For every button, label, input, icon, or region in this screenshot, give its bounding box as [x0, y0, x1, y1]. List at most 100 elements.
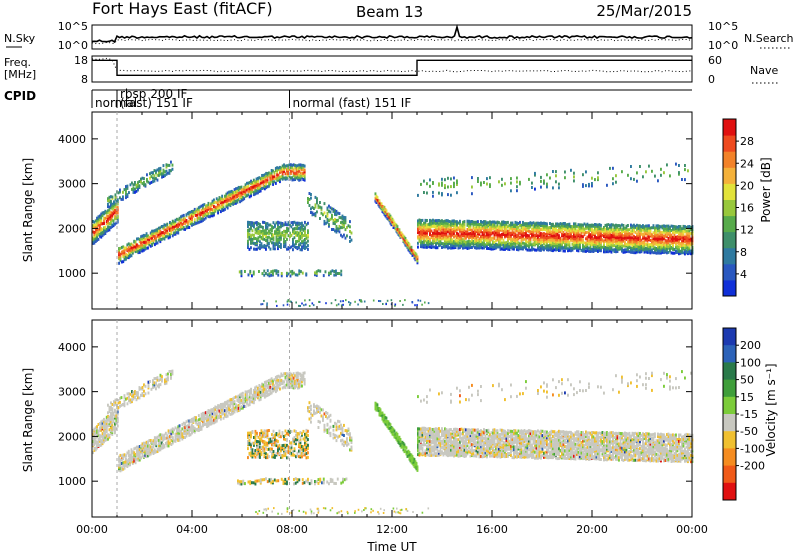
data-cell: [92, 224, 94, 228]
data-cell: [110, 195, 112, 199]
data-cell: [639, 224, 641, 228]
data-cell: [108, 213, 111, 217]
data-cell: [529, 242, 532, 246]
data-cell: [153, 438, 156, 442]
data-cell: [540, 246, 542, 250]
data-cell: [303, 164, 306, 168]
data-cell: [294, 166, 296, 170]
data-cell: [230, 410, 233, 414]
data-cell: [122, 463, 125, 467]
ground-scatter-cell: [421, 303, 423, 306]
data-cell: [307, 201, 309, 204]
data-cell: [111, 411, 114, 415]
data-cell: [151, 229, 153, 233]
data-cell: [93, 439, 96, 443]
data-cell: [550, 234, 553, 238]
data-cell: [489, 240, 491, 244]
data-cell: [531, 232, 533, 236]
data-cell: [299, 232, 302, 235]
data-cell: [230, 197, 233, 201]
data-cell: [544, 224, 547, 228]
data-cell: [256, 231, 258, 235]
data-cell: [483, 244, 485, 248]
data-cell: [615, 236, 617, 240]
data-cell: [211, 208, 214, 212]
data-cell: [627, 232, 629, 236]
data-cell: [453, 242, 455, 246]
data-cell: [538, 248, 541, 252]
data-cell: [174, 438, 177, 442]
ground-scatter-cell: [417, 299, 419, 302]
data-cell: [213, 411, 215, 414]
data-cell: [92, 240, 94, 244]
data-cell: [537, 226, 539, 229]
data-cell: [145, 234, 148, 238]
data-cell: [639, 242, 641, 246]
data-cell: [588, 223, 590, 227]
data-cell: [331, 207, 333, 211]
data-cell: [514, 220, 517, 224]
data-cell: [639, 236, 641, 240]
data-cell: [564, 233, 566, 237]
data-cell: [104, 421, 107, 425]
data-cell: [247, 231, 249, 235]
data-cell: [226, 405, 229, 409]
data-cell: [597, 176, 599, 180]
data-cell: [222, 412, 225, 416]
data-cell: [486, 231, 488, 234]
data-cell: [232, 411, 235, 415]
data-cell: [483, 181, 485, 184]
data-cell: [580, 231, 583, 235]
data-cell: [125, 454, 127, 458]
data-cell: [134, 453, 137, 456]
data-cell: [178, 216, 181, 220]
data-cell: [586, 245, 589, 249]
data-cell: [256, 243, 258, 247]
data-cell: [610, 230, 613, 234]
data-cell: [555, 244, 557, 248]
data-cell: [462, 228, 464, 232]
data-cell: [421, 227, 424, 231]
data-cell: [160, 445, 163, 449]
data-cell: [582, 223, 584, 227]
data-cell: [328, 224, 330, 228]
data-cell: [114, 208, 116, 212]
data-cell: [490, 222, 493, 226]
data-cell: [203, 413, 206, 417]
data-cell: [165, 169, 168, 173]
data-cell: [104, 225, 107, 229]
data-cell: [233, 402, 236, 406]
data-cell: [675, 241, 677, 245]
data-cell: [142, 444, 145, 448]
data-cell: [107, 197, 109, 201]
data-cell: [260, 230, 263, 233]
data-cell: [634, 236, 637, 240]
data-cell: [459, 224, 461, 228]
data-cell: [165, 163, 168, 167]
data-cell: [450, 220, 452, 224]
data-cell: [192, 429, 195, 433]
data-cell: [299, 248, 302, 252]
data-cell: [676, 250, 679, 254]
data-cell: [487, 228, 490, 232]
data-cell: [206, 425, 208, 428]
data-cell: [151, 448, 153, 452]
data-cell: [612, 238, 614, 242]
data-cell: [160, 435, 163, 439]
data-cell: [344, 236, 347, 240]
data-cell: [510, 227, 512, 231]
data-cell: [535, 221, 538, 225]
data-cell: [567, 235, 569, 238]
data-cell: [181, 226, 184, 230]
data-cell: [558, 223, 560, 227]
data-cell: [682, 226, 685, 230]
data-cell: [276, 175, 279, 179]
data-cell: [522, 229, 524, 233]
data-cell: [663, 249, 665, 253]
data-cell: [681, 233, 683, 237]
data-cell: [564, 236, 566, 240]
data-cell: [118, 261, 120, 265]
data-cell: [589, 250, 592, 253]
data-cell: [174, 218, 177, 222]
data-cell: [119, 256, 122, 260]
